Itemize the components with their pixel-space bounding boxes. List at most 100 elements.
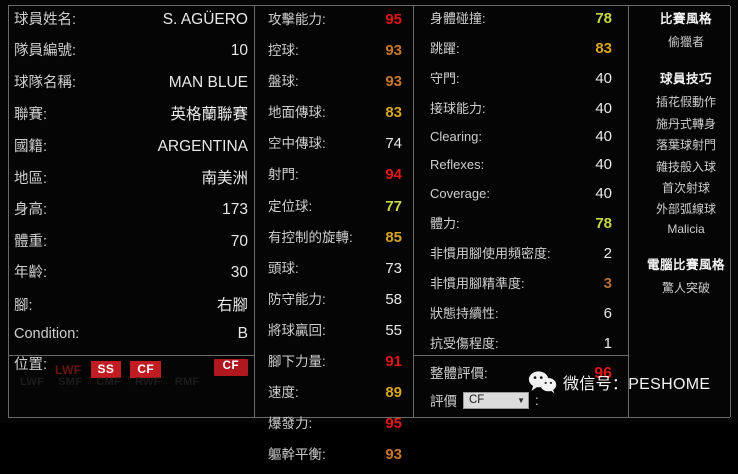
overall-rating-label: 整體評價: (430, 366, 488, 381)
stat-value-explosivepower: 95 (385, 415, 402, 433)
stat-label-injuryresistance: 抗受傷程度: (430, 336, 499, 352)
stat-row-catching: 接球能力: 40 (430, 98, 612, 117)
stat-row-explosivepower: 爆發力: 95 (268, 412, 402, 432)
position-strip-secondary: LWF SMF CMF RWF RMF (20, 376, 199, 388)
player-skill-item-5: 外部弧線球 (655, 202, 716, 217)
position-ghost-cmf: CMF (96, 376, 121, 388)
position-ghost-rwf: RWF (134, 376, 161, 388)
bio-value-height: 173 (222, 201, 248, 219)
playstyle-title: 比賽風格 (659, 12, 712, 26)
position-chip-ss[interactable]: SS (90, 361, 122, 378)
stat-row-stamina: 體力: 78 (430, 213, 612, 232)
stat-row-curl: 有控制的旋轉: 85 (268, 226, 402, 246)
bio-row-weight: 體重: 70 (14, 230, 248, 251)
stat-label-jump: 跳躍: (430, 41, 460, 57)
bio-value-nationality: ARGENTINA (157, 137, 248, 155)
stat-label-speed: 速度: (268, 385, 299, 401)
bio-label-age: 年齡: (14, 265, 48, 282)
bio-column: 球員姓名: S. AGÜERO 隊員編號: 10 球隊名稱: MAN BLUE … (14, 8, 248, 386)
stat-row-clearing: Clearing: 40 (430, 128, 612, 145)
stat-value-bodybalance: 93 (385, 446, 402, 464)
stat-label-header: 頭球: (268, 260, 299, 276)
bio-row-region: 地區: 南美洲 (14, 166, 248, 188)
stat-row-weakfootaccuracy: 非慣用腳精準度: 3 (430, 273, 612, 292)
stat-row-weakfootusage: 非慣用腳使用頻密度: 2 (430, 243, 612, 262)
stat-label-attack: 攻擊能力: (268, 12, 326, 27)
position-chip-cf[interactable]: CF (130, 361, 162, 378)
stat-label-lowpass: 地面傳球: (268, 105, 326, 121)
bio-value-condition: B (237, 324, 248, 342)
stat-row-physicalcontact: 身體碰撞: 78 (430, 8, 612, 27)
stat-label-ballwinning: 將球贏回: (268, 322, 326, 338)
divider-left (8, 6, 9, 417)
technique-column: 攻擊能力: 95 控球: 93 盤球: 93 地面傳球: 83 空中傳球: 74 射門: 9… (268, 8, 402, 474)
position-badge: CF (213, 359, 248, 376)
physical-column: 身體碰撞: 78 跳躍: 83 守門: 40 接球能力: 40 Clearing: 40 … (430, 8, 612, 363)
stat-row-finishing: 射門: 94 (268, 163, 402, 183)
player-skill-item-1: 施丹式轉身 (655, 116, 716, 131)
bio-value-weight: 70 (230, 232, 248, 250)
chevron-down-icon: ▼ (517, 395, 525, 405)
divider-bio-positions (8, 355, 254, 356)
bio-label-number: 隊員編號: (14, 43, 77, 60)
stat-value-lowpass: 83 (385, 104, 402, 122)
overall-rating-value: 96 (594, 365, 612, 382)
stat-value-dribbling: 93 (385, 73, 402, 91)
stat-value-curl: 85 (385, 228, 402, 246)
skills-column: 比賽風格 偷獵者 球員技巧 插花假動作 施丹式轉身 落葉球射門 雜技般入球 首次… (634, 8, 738, 301)
bio-value-team: MAN BLUE (168, 73, 248, 91)
stat-value-speed: 89 (385, 384, 402, 402)
divider-phys-skills (628, 6, 629, 417)
bio-label-condition: Condition: (14, 325, 80, 342)
player-skill-item-3: 雜技般入球 (655, 159, 716, 174)
position-rating-select[interactable]: CF ▼ (463, 391, 529, 409)
bio-row-condition: Condition: B (14, 325, 248, 343)
stat-value-weakfootusage: 2 (603, 244, 612, 262)
stat-label-physicalcontact: 身體碰撞: (430, 11, 486, 26)
stat-label-catching: 接球能力: (430, 101, 486, 117)
position-rating-row: 評價 CF ▼ : (430, 390, 612, 410)
stat-row-reflexes: Reflexes: 40 (430, 156, 612, 173)
bio-label-team: 球隊名稱: (14, 74, 77, 91)
bio-label-foot: 腳: (14, 297, 33, 314)
position-rating-selected-value: CF (469, 394, 485, 406)
player-skill-item-4: 首次射球 (661, 180, 710, 195)
stat-value-loftedpass: 74 (385, 135, 402, 153)
stat-row-setpiece: 定位球: 77 (268, 195, 402, 215)
stat-row-loftedpass: 空中傳球: 74 (268, 132, 402, 152)
divider-bottom (8, 417, 730, 418)
overall-rating-row: 整體評價: 96 (430, 362, 612, 383)
bio-value-number: 10 (230, 42, 248, 60)
bio-row-number: 隊員編號: 10 (14, 39, 248, 60)
stat-value-finishing: 94 (385, 166, 402, 184)
stat-label-dribbling: 盤球: (268, 74, 299, 90)
stat-row-ballwinning: 將球贏回: 55 (268, 319, 402, 339)
bio-row-age: 年齡: 30 (14, 261, 248, 282)
bio-value-league: 英格蘭聯賽 (170, 106, 248, 124)
stat-row-formconsistency: 狀態持續性: 6 (430, 303, 612, 322)
stat-row-attack: 攻擊能力: 95 (268, 8, 402, 28)
divider-bio-tech (254, 6, 255, 417)
stat-value-goalkeeping: 40 (595, 70, 612, 88)
divider-right (730, 6, 731, 417)
watermark: 微信号：PESHOME (528, 370, 710, 394)
stat-value-kickingpower: 91 (385, 353, 402, 371)
stat-value-catching: 40 (595, 100, 612, 118)
position-chip-lwf[interactable]: LWF (55, 362, 82, 377)
stat-label-stamina: 體力: (430, 215, 460, 231)
stat-label-weakfootaccuracy: 非慣用腳精準度: (430, 275, 525, 291)
bio-row-position: 位置: CF (14, 353, 248, 376)
overall-rating-block: 整體評價: 96 評價 CF ▼ : (430, 362, 612, 410)
divider-top (8, 5, 730, 6)
bio-row-name: 球員姓名: S. AGÜERO (14, 8, 248, 29)
playstyle-item-0: 偷獵者 (667, 35, 704, 49)
bio-label-nationality: 國籍: (14, 138, 48, 155)
bio-value-name: S. AGÜERO (162, 11, 248, 28)
stat-row-goalkeeping: 守門: 40 (430, 68, 612, 87)
bio-value-age: 30 (230, 264, 248, 282)
stat-value-header: 73 (385, 259, 402, 277)
stat-label-bodybalance: 軀幹平衡: (268, 447, 326, 463)
stat-label-weakfootusage: 非慣用腳使用頻密度: (430, 245, 551, 261)
stat-value-jump: 83 (595, 40, 612, 58)
stat-label-curl: 有控制的旋轉: (268, 229, 353, 245)
